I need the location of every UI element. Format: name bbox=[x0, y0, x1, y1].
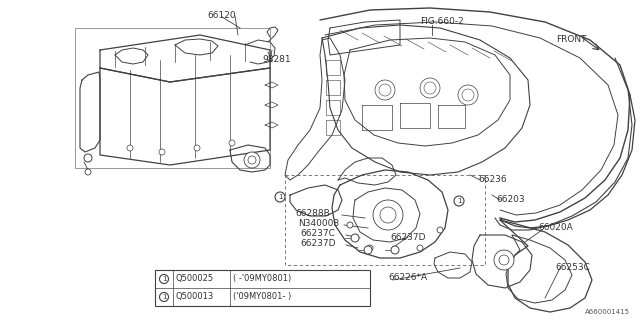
Text: A660001415: A660001415 bbox=[585, 309, 630, 315]
Circle shape bbox=[85, 169, 91, 175]
Circle shape bbox=[127, 145, 133, 151]
Circle shape bbox=[417, 245, 423, 251]
Circle shape bbox=[275, 192, 285, 202]
Circle shape bbox=[159, 275, 168, 284]
Text: Q500025: Q500025 bbox=[176, 275, 214, 284]
Circle shape bbox=[499, 255, 509, 265]
Text: 66237D: 66237D bbox=[300, 238, 335, 247]
Text: 66237C: 66237C bbox=[300, 228, 335, 237]
Circle shape bbox=[375, 80, 395, 100]
Text: 66288B: 66288B bbox=[295, 209, 330, 218]
Text: 66120: 66120 bbox=[207, 11, 236, 20]
Circle shape bbox=[380, 207, 396, 223]
Circle shape bbox=[424, 82, 436, 94]
Text: 1: 1 bbox=[278, 194, 282, 200]
Text: FIG.660-2: FIG.660-2 bbox=[420, 18, 464, 27]
Text: 66020A: 66020A bbox=[538, 223, 573, 233]
Circle shape bbox=[159, 292, 168, 301]
Circle shape bbox=[364, 246, 372, 254]
Circle shape bbox=[248, 156, 256, 164]
Text: 66237D: 66237D bbox=[390, 233, 426, 242]
Text: 66253C: 66253C bbox=[555, 262, 590, 271]
Text: 1: 1 bbox=[457, 198, 461, 204]
Circle shape bbox=[494, 250, 514, 270]
Circle shape bbox=[391, 246, 399, 254]
Circle shape bbox=[462, 89, 474, 101]
Text: 66203: 66203 bbox=[496, 196, 525, 204]
Circle shape bbox=[420, 78, 440, 98]
Text: 1: 1 bbox=[162, 294, 166, 300]
Text: 66226*A: 66226*A bbox=[388, 274, 427, 283]
Text: ( -'09MY0801): ( -'09MY0801) bbox=[233, 275, 291, 284]
Circle shape bbox=[159, 149, 165, 155]
Text: 1: 1 bbox=[162, 276, 166, 282]
Circle shape bbox=[229, 140, 235, 146]
Circle shape bbox=[347, 222, 353, 228]
Text: ('09MY0801- ): ('09MY0801- ) bbox=[233, 292, 291, 301]
Circle shape bbox=[437, 227, 443, 233]
Bar bbox=[155, 270, 370, 306]
Circle shape bbox=[244, 152, 260, 168]
Text: N340008: N340008 bbox=[298, 219, 339, 228]
Text: FRONT: FRONT bbox=[556, 36, 586, 44]
Circle shape bbox=[454, 196, 464, 206]
Circle shape bbox=[373, 200, 403, 230]
Circle shape bbox=[194, 145, 200, 151]
Circle shape bbox=[84, 154, 92, 162]
Text: 98281: 98281 bbox=[262, 55, 291, 65]
Circle shape bbox=[458, 85, 478, 105]
Text: 66236: 66236 bbox=[478, 174, 507, 183]
Text: Q500013: Q500013 bbox=[176, 292, 214, 301]
Circle shape bbox=[367, 245, 373, 251]
Bar bbox=[285, 175, 485, 265]
Bar bbox=[75, 28, 270, 168]
Circle shape bbox=[379, 84, 391, 96]
Circle shape bbox=[351, 234, 359, 242]
